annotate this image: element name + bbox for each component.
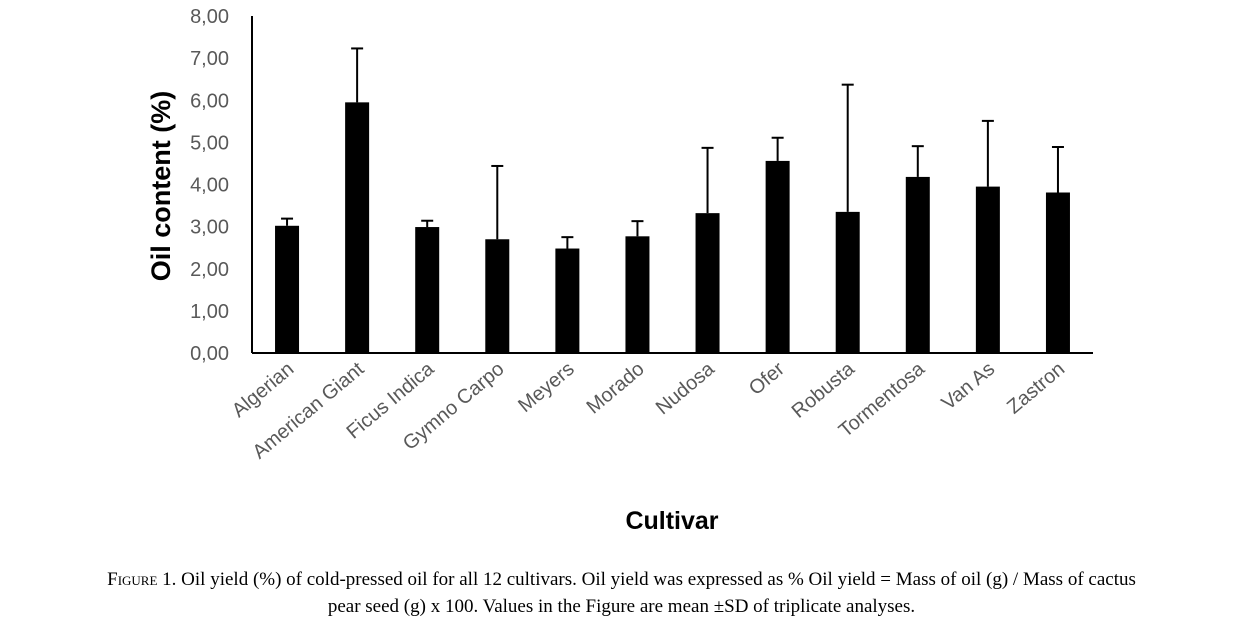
error-bar [911,145,924,177]
caption-line-1: Figure 1. Oil yield (%) of cold-pressed … [0,566,1243,593]
bar [485,239,510,353]
y-axis-title: Oil content (%) [146,91,176,282]
error-bar [841,83,854,212]
bar-chart: 0,00 1,00 2,00 3,00 4,00 5,00 6,00 7,00 8,00 Alg… [146,6,1093,535]
error-bar [281,217,294,226]
error-bar [561,236,574,249]
y-tick-label: 3,00 [190,217,229,239]
error-bar [631,220,644,237]
figure-caption: Figure 1. Oil yield (%) of cold-pressed … [0,566,1243,620]
bar [905,176,930,353]
y-tick-label: 4,00 [190,175,229,197]
bar [695,213,720,353]
caption-line-2: pear seed (g) x 100. Values in the Figur… [327,596,916,617]
y-tick-label: 6,00 [190,90,229,112]
x-axis-title: Cultivar [625,507,718,535]
x-tick-label: Ofer [745,358,789,400]
bar [835,211,860,353]
error-bar [1051,146,1064,193]
bar [765,160,790,353]
x-tick-label: Van As [938,358,1000,415]
y-tick-label: 1,00 [190,301,229,323]
bar [415,227,440,353]
y-tick-label: 8,00 [190,6,229,28]
bar [975,186,1000,353]
y-tick-label: 0,00 [190,343,229,365]
bar [555,248,580,353]
error-bar [701,146,714,214]
error-bar [421,219,434,228]
y-tick-label: 5,00 [190,132,229,154]
caption-text-1: Oil yield (%) of cold-pressed oil for al… [181,569,1136,590]
x-tick-label: Morado [583,358,649,418]
error-bar [491,164,504,240]
y-tick-label: 2,00 [190,259,229,281]
x-tick-label: Zastron [1003,358,1069,418]
bar [345,102,370,353]
figure-label: Figure 1. [107,569,177,590]
error-bar [351,47,364,103]
bar [625,236,650,353]
bar [1045,192,1070,353]
x-tick-label: Nudosa [652,357,720,419]
y-tick-label: 7,00 [190,48,229,70]
x-tick-label: Algerian [228,358,298,422]
error-bar [981,119,994,187]
bar [275,225,300,353]
x-tick-label: Meyers [514,358,578,417]
error-bar [771,136,784,161]
